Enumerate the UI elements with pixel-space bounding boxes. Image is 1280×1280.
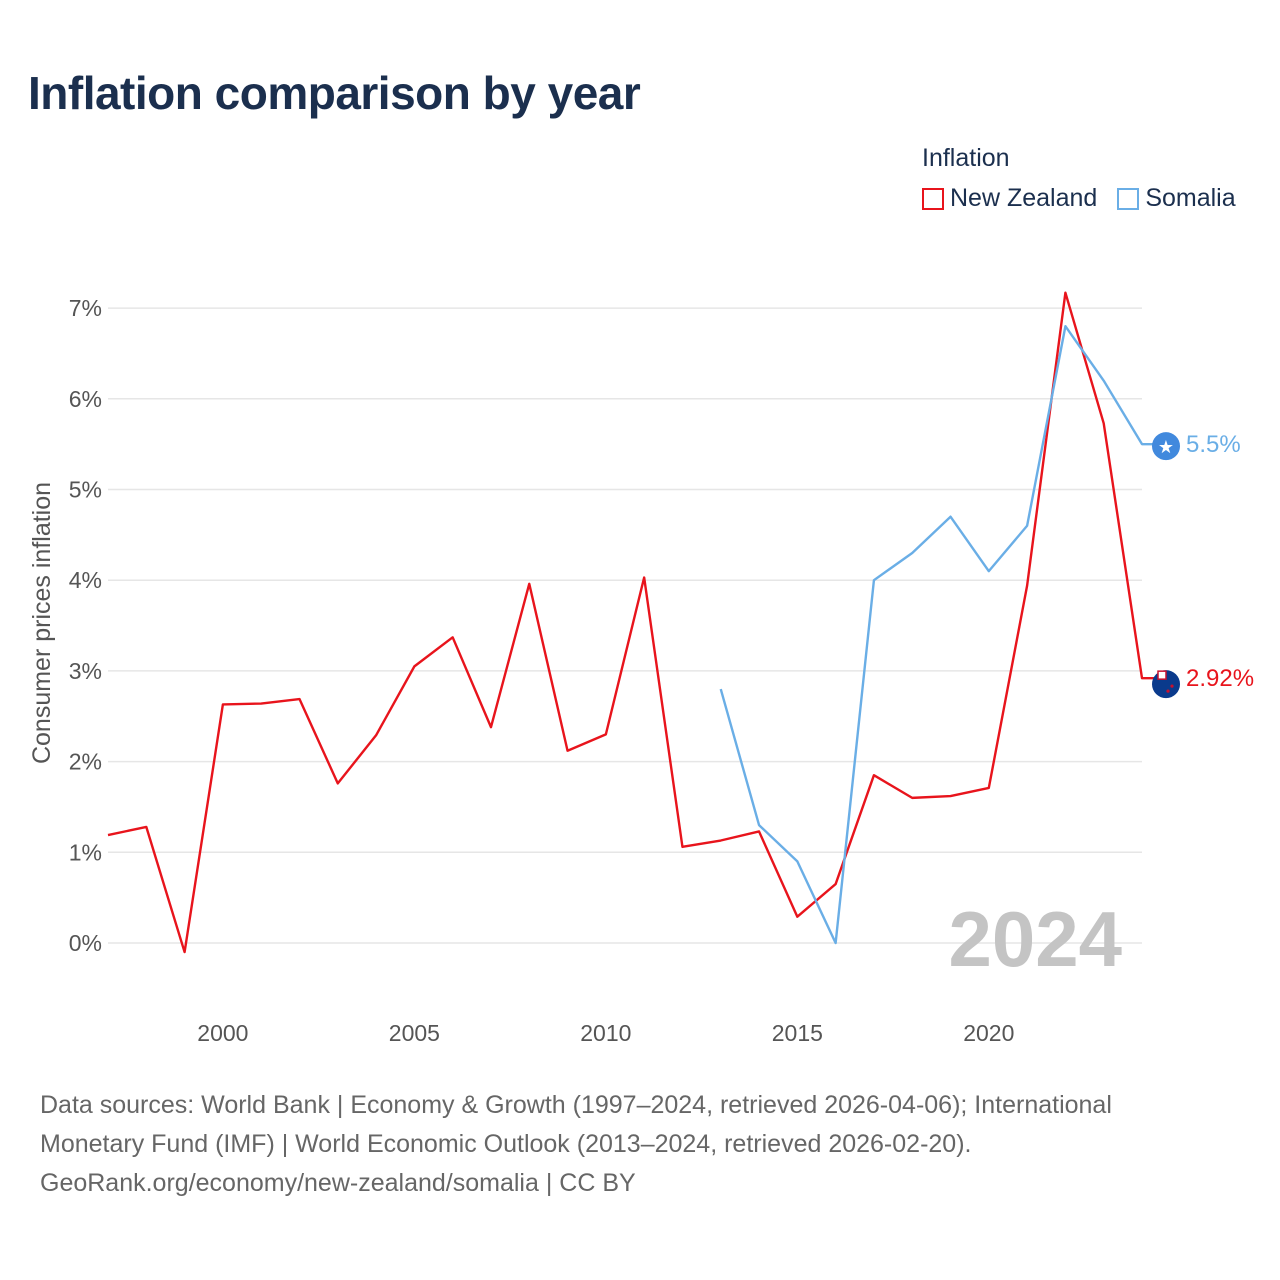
legend-item-new-zealand[interactable]: New Zealand — [922, 184, 1097, 213]
y-tick-label: 1% — [69, 839, 102, 865]
x-tick-label: 2000 — [197, 1020, 248, 1046]
footer-line-3: GeoRank.org/economy/new-zealand/somalia … — [40, 1169, 636, 1197]
chart-title: Inflation comparison by year — [28, 67, 641, 119]
y-tick-label: 5% — [69, 477, 102, 503]
somalia-flag-icon: ★ — [1152, 432, 1180, 461]
end-value-label-new-zealand: 2.92% — [1186, 665, 1254, 692]
somalia-flag-star: ★ — [1158, 437, 1174, 458]
new-zealand-flag-star — [1170, 684, 1174, 688]
new-zealand-flag-union — [1157, 670, 1167, 680]
new-zealand-flag-icon — [1152, 670, 1180, 699]
legend-label-somalia: Somalia — [1145, 184, 1236, 212]
y-tick-label: 0% — [69, 930, 102, 956]
legend-swatch-new-zealand — [922, 187, 944, 210]
line-chart: 0% 1% 2% 3% 4% 5% 6% 7% 2000 2005 2010 2015 2020 Cons… — [28, 291, 1254, 1046]
x-tick-label: 2015 — [772, 1020, 823, 1046]
legend-swatch-somalia — [1117, 187, 1140, 210]
legend-title: Inflation — [922, 144, 1010, 172]
legend: New Zealand Somalia — [922, 184, 1236, 213]
y-tick-label: 3% — [69, 658, 102, 684]
end-value-label-somalia: 5.5% — [1186, 431, 1241, 458]
y-axis-label: Consumer prices inflation — [28, 482, 56, 764]
series-line-somalia — [719, 325, 1154, 945]
x-tick-label: 2020 — [963, 1020, 1014, 1046]
somalia-flag-disc — [1152, 432, 1180, 461]
x-tick-label: 2005 — [389, 1020, 440, 1046]
y-tick-label: 7% — [69, 295, 102, 321]
footer-line-2: Monetary Fund (IMF) | World Economic Out… — [40, 1130, 972, 1158]
year-watermark: 2024 — [948, 895, 1122, 983]
y-tick-label: 2% — [69, 749, 102, 775]
y-tick-label: 4% — [69, 567, 102, 593]
y-tick-label: 6% — [69, 386, 102, 412]
new-zealand-flag-star — [1166, 689, 1170, 693]
legend-item-somalia[interactable]: Somalia — [1117, 184, 1236, 213]
footer-sources: Data sources: World Bank | Economy & Gro… — [40, 1086, 1250, 1203]
x-tick-label: 2010 — [580, 1020, 631, 1046]
legend-label-new-zealand: New Zealand — [950, 184, 1098, 212]
series-line-new-zealand — [107, 291, 1154, 954]
footer-line-1: Data sources: World Bank | Economy & Gro… — [40, 1091, 1112, 1119]
